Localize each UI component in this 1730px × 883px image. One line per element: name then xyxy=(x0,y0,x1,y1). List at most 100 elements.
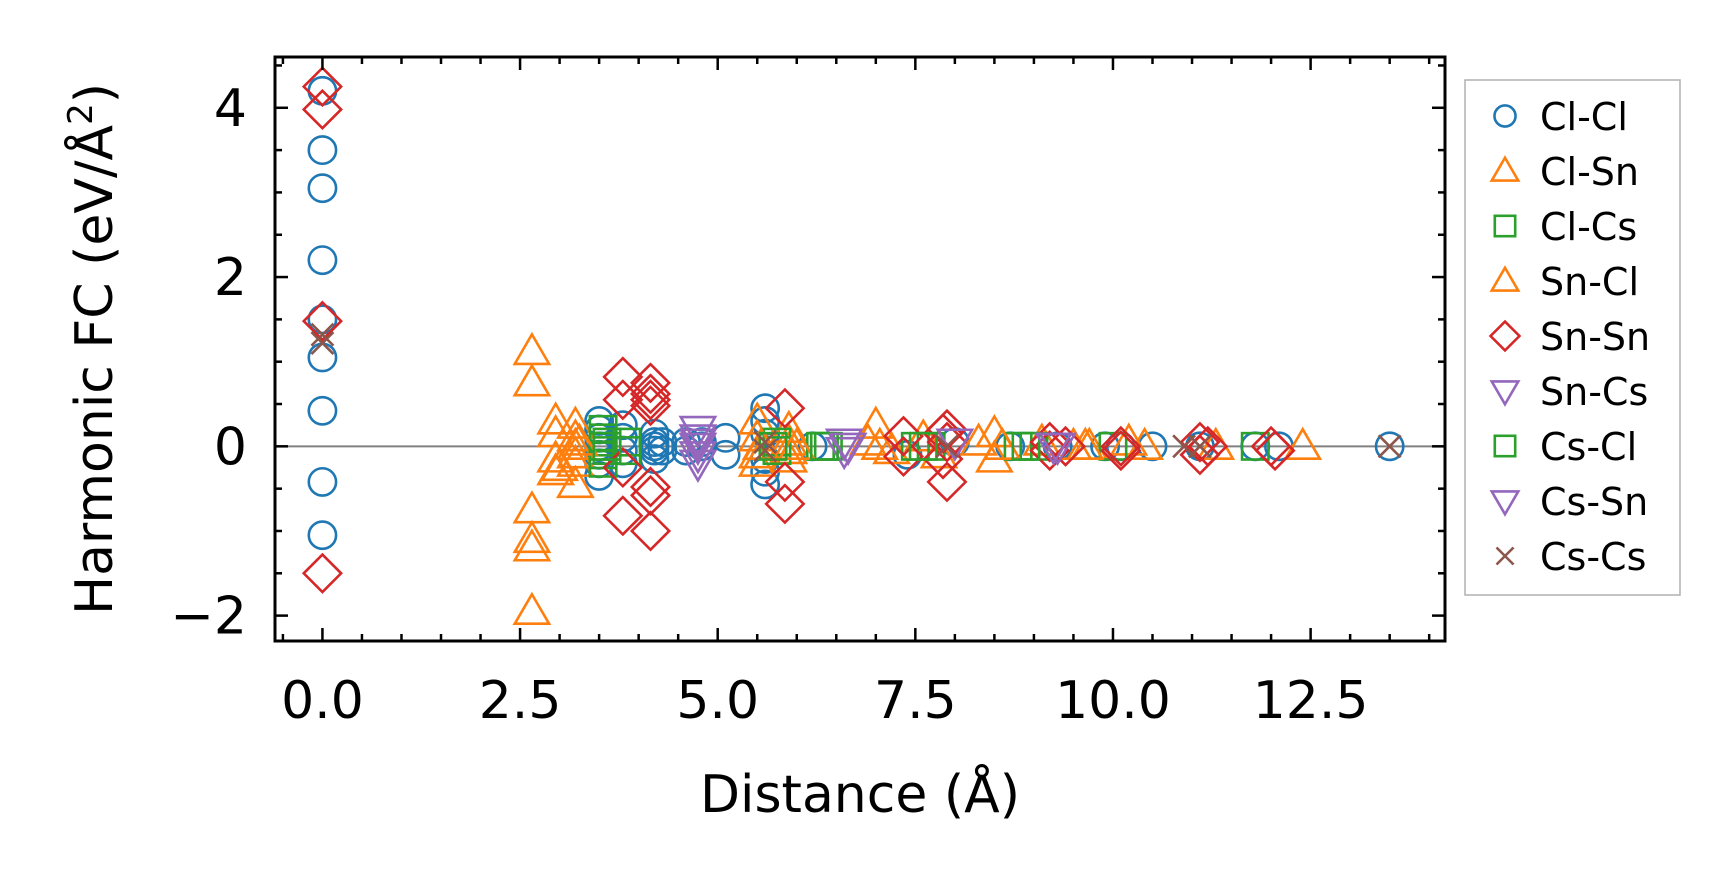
x-tick-label: 12.5 xyxy=(1253,671,1369,731)
data-point xyxy=(1034,432,1074,467)
legend-marker xyxy=(1493,214,1517,238)
data-point xyxy=(512,519,552,554)
legend-marker xyxy=(1493,104,1517,128)
data-point xyxy=(612,436,642,466)
legend-marker xyxy=(1489,490,1521,517)
data-point xyxy=(678,432,718,467)
data-point xyxy=(678,441,718,475)
data-point xyxy=(602,379,644,421)
legend-entry: Sn-Sn xyxy=(1488,315,1650,359)
data-point xyxy=(536,413,576,448)
y-axis-label-main: Harmonic FC (eV/Å xyxy=(63,124,125,615)
data-point xyxy=(1011,431,1041,461)
data-point xyxy=(602,356,644,398)
data-point xyxy=(1045,425,1087,467)
data-point xyxy=(777,426,817,460)
data-point xyxy=(512,528,552,562)
legend-entry: Sn-Cs xyxy=(1489,370,1648,414)
data-point xyxy=(307,173,338,204)
x-tick-label: 7.5 xyxy=(874,671,957,731)
data-point xyxy=(1283,426,1323,460)
data-point xyxy=(1100,430,1142,472)
data-point xyxy=(629,379,672,421)
data-point xyxy=(555,464,595,499)
legend-entry: Cs-Cl xyxy=(1493,425,1637,469)
data-point xyxy=(540,447,580,482)
legend-marker xyxy=(1493,434,1517,458)
legend-label: Cl-Cs xyxy=(1540,205,1637,249)
series-cs-sn xyxy=(678,428,1074,467)
data-point xyxy=(737,443,777,477)
data-point xyxy=(512,591,552,626)
data-point xyxy=(678,428,718,462)
legend-label: Cs-Cs xyxy=(1540,535,1646,579)
data-point xyxy=(1179,421,1221,463)
data-point xyxy=(307,245,338,276)
legend-entry: Cl-Cs xyxy=(1493,205,1637,249)
y-axis-label-superscript: 2 xyxy=(61,103,101,125)
series-cs-cs xyxy=(310,322,1402,463)
data-point xyxy=(903,418,943,452)
legend-label: Sn-Cl xyxy=(1540,260,1639,304)
data-point xyxy=(750,393,781,424)
legend-entry: Cl-Sn xyxy=(1489,150,1639,194)
legend-label: Cl-Cl xyxy=(1540,95,1628,139)
data-point xyxy=(750,469,781,500)
data-point xyxy=(678,415,718,450)
x-tick-label: 5.0 xyxy=(676,671,759,731)
legend-entry: Cl-Cl xyxy=(1493,95,1628,139)
data-point xyxy=(559,422,599,456)
legend-marker xyxy=(1495,546,1515,566)
data-point xyxy=(629,362,672,404)
y-axis-label: Harmonic FC (eV/Å2) xyxy=(61,83,125,615)
data-point xyxy=(512,363,552,397)
data-point xyxy=(602,495,644,537)
series-sn-cl xyxy=(540,422,1105,482)
y-tick-label: −2 xyxy=(170,587,247,647)
data-point xyxy=(301,66,343,108)
data-point xyxy=(860,426,900,460)
data-point xyxy=(629,373,672,415)
data-point xyxy=(301,552,343,594)
data-point xyxy=(307,466,338,497)
data-point xyxy=(1065,426,1105,460)
data-point xyxy=(764,461,806,503)
data-point xyxy=(536,401,576,435)
data-point xyxy=(307,520,338,551)
data-point xyxy=(982,426,1022,460)
data-point xyxy=(307,135,338,166)
x-tick-label: 0.0 xyxy=(281,671,364,731)
data-point xyxy=(926,461,968,503)
legend-entry: Sn-Cl xyxy=(1489,260,1639,304)
legend-label: Cs-Cl xyxy=(1540,425,1637,469)
data-point xyxy=(678,424,718,458)
data-point xyxy=(629,385,672,427)
data-point xyxy=(584,406,615,436)
data-point xyxy=(926,421,968,463)
data-point xyxy=(310,322,335,347)
data-point xyxy=(753,438,778,463)
data-point xyxy=(629,474,672,516)
legend-label: Cl-Sn xyxy=(1540,150,1639,194)
y-axis-label-close: ) xyxy=(65,83,125,103)
data-point xyxy=(301,88,343,131)
legend-entry: Cs-Sn xyxy=(1489,480,1648,524)
legend-label: Sn-Cs xyxy=(1540,370,1648,414)
legend-marker xyxy=(1489,265,1521,292)
data-point xyxy=(1254,430,1296,472)
data-point xyxy=(1100,425,1142,467)
data-point xyxy=(301,300,343,342)
plot-frame xyxy=(273,55,1447,643)
data-point xyxy=(1029,430,1071,472)
data-point xyxy=(678,449,718,484)
x-tick-label: 2.5 xyxy=(479,671,562,731)
data-point xyxy=(882,435,925,478)
data-point xyxy=(602,446,644,489)
x-tick-label: 10.0 xyxy=(1055,671,1171,731)
data-point xyxy=(753,430,778,455)
legend-marker xyxy=(1489,380,1521,407)
y-tick-label: 0 xyxy=(214,417,247,477)
data-point xyxy=(1188,434,1212,459)
data-point xyxy=(828,432,868,467)
